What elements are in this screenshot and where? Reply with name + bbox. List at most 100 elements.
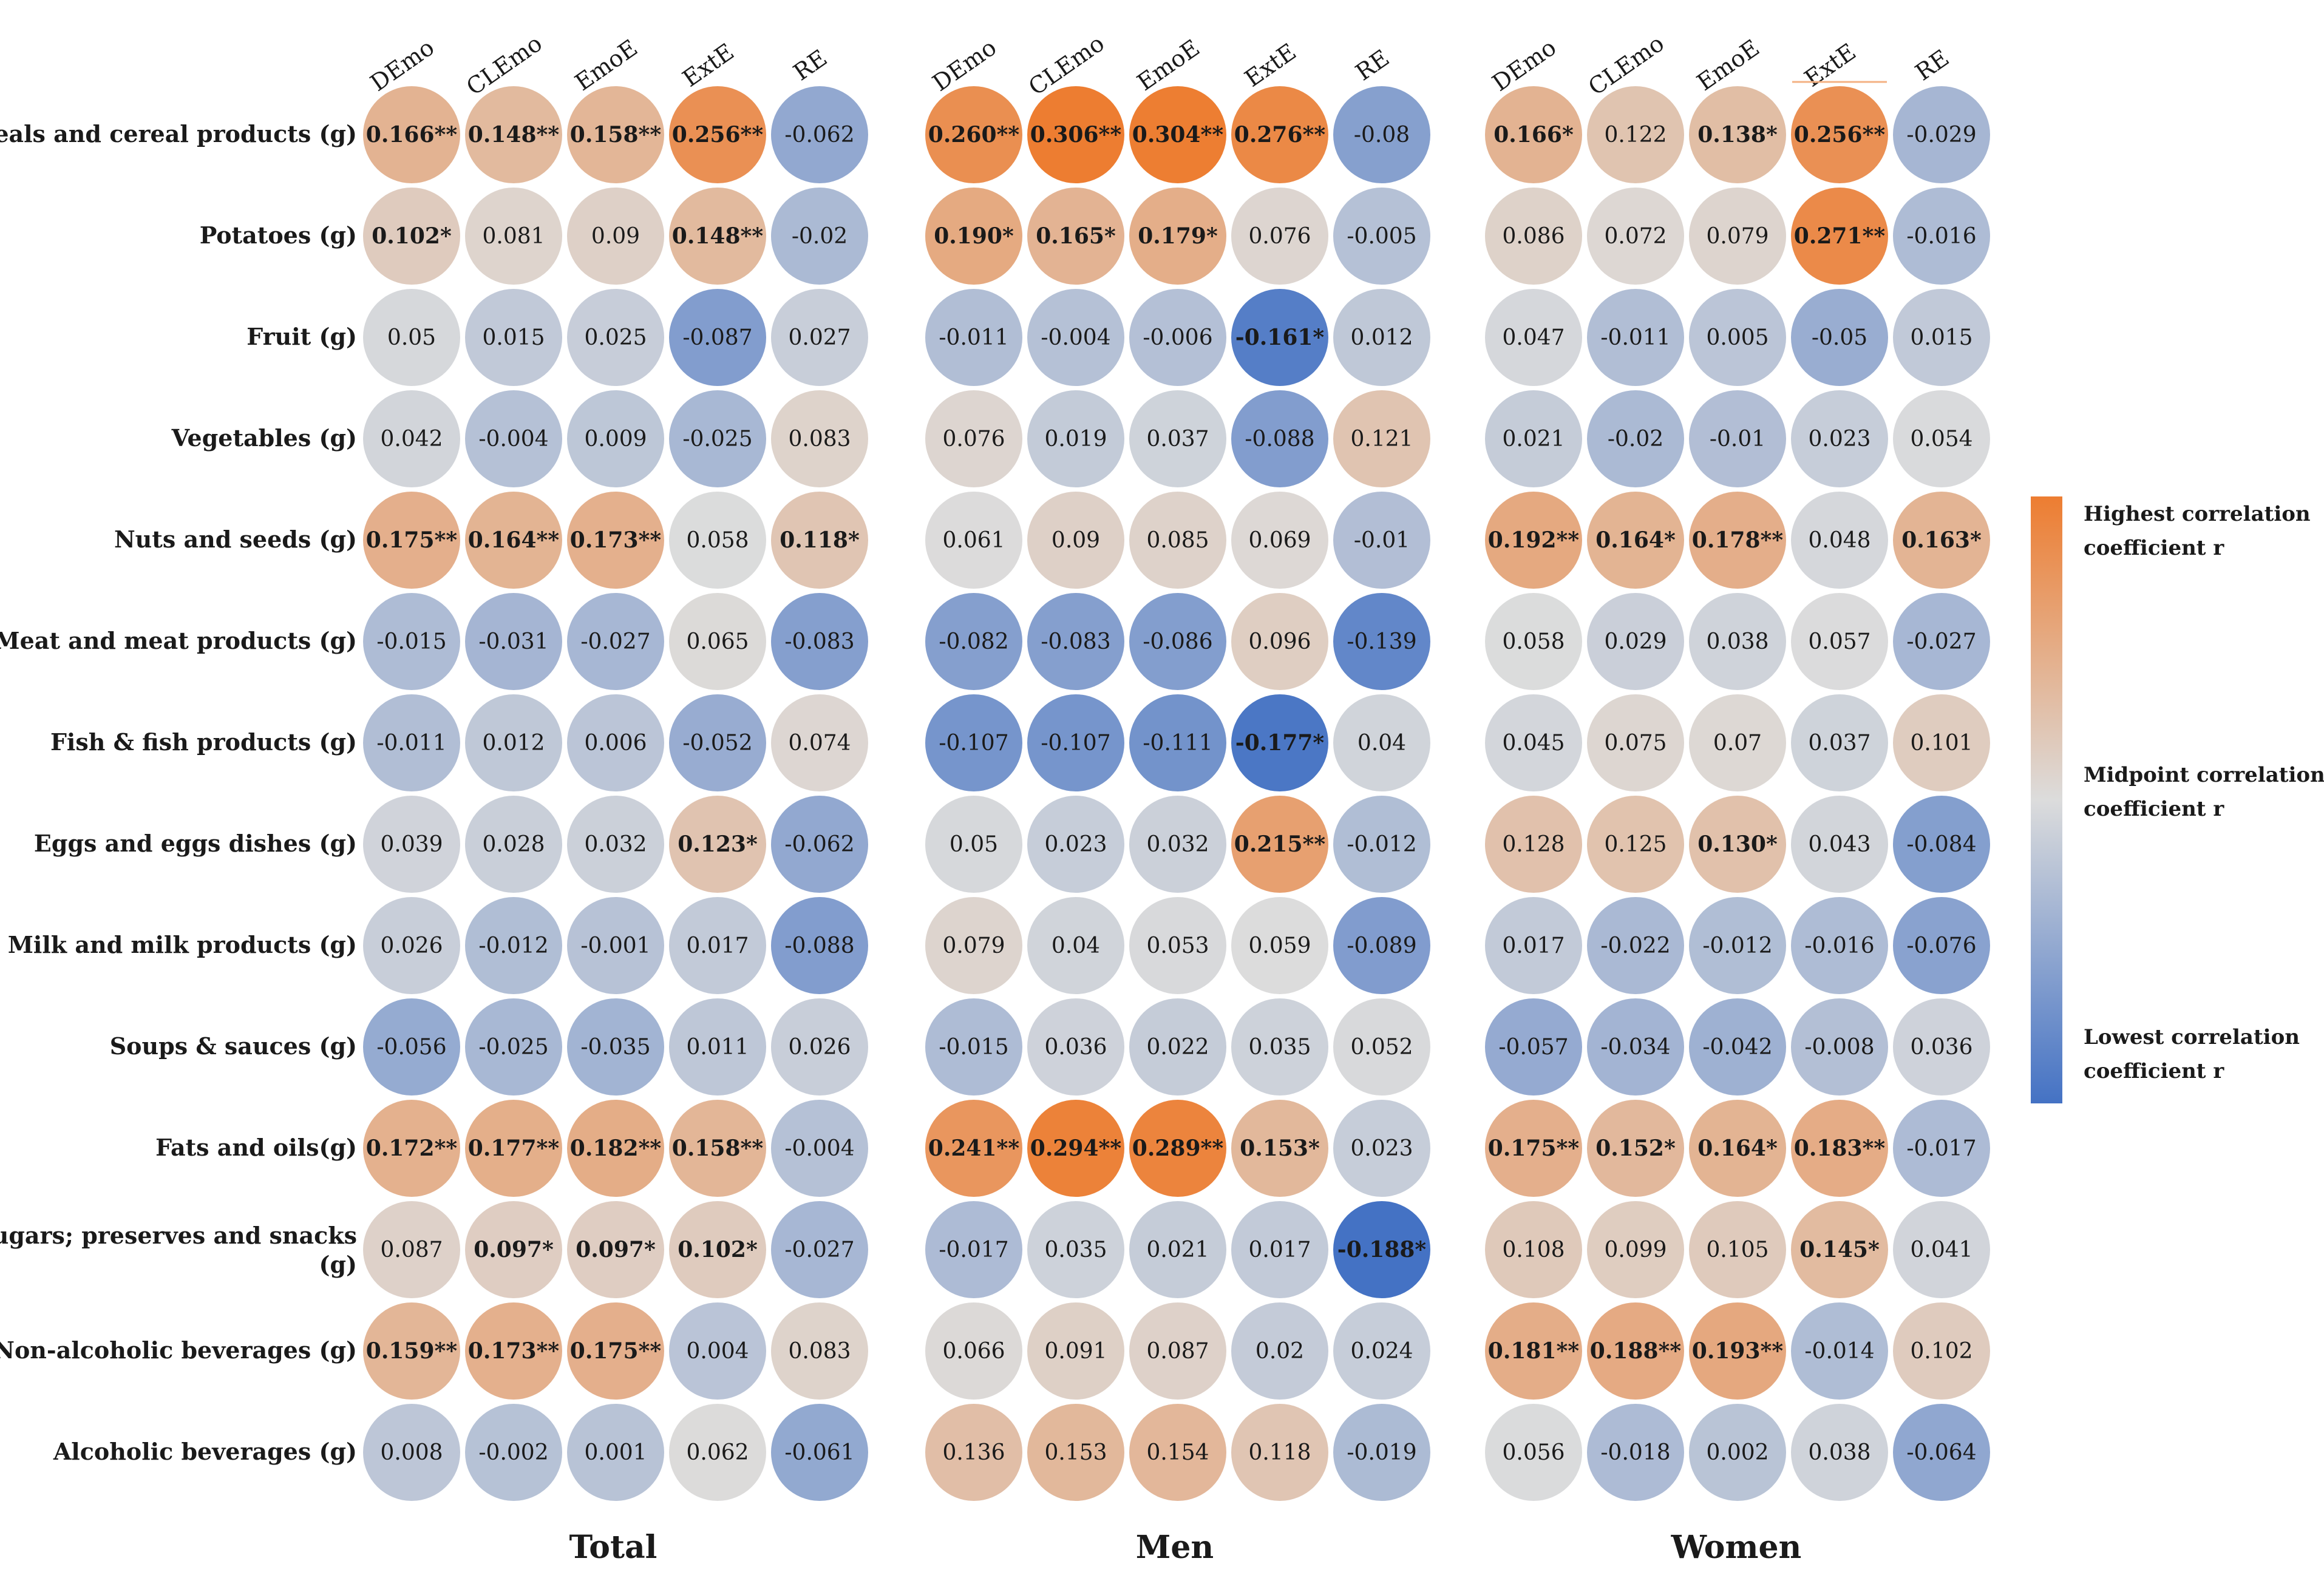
cell-total-milk-and-milk-products-g-re [771,897,868,994]
cell-men-fruit-g-exte [1231,289,1328,386]
legend-label-high: Highest correlation coefficient r [2084,502,2311,560]
cell-value-men-eggs-and-eggs-dishes-g-demo: 0.05 [950,832,998,857]
cell-value-women-fish-fish-products-g-demo: 0.045 [1502,731,1565,756]
cell-men-nuts-and-seeds-g-demo [925,492,1022,589]
column-label-total-re: RE [789,44,832,86]
cell-total-non-alcoholic-beverages-g-exte [669,1302,766,1400]
cell-women-milk-and-milk-products-g-emoe [1689,897,1786,994]
cell-value-men-sugars-preserves-and-snacks-g-exte: 0.017 [1248,1238,1311,1262]
cell-value-men-eggs-and-eggs-dishes-g-re: -0.012 [1347,832,1416,857]
cell-total-fruit-g-emoe [567,289,664,386]
cell-men-milk-and-milk-products-g-demo [925,897,1022,994]
cell-total-eggs-and-eggs-dishes-g-emoe [567,796,664,893]
cell-men-non-alcoholic-beverages-g-emoe [1129,1302,1226,1400]
cell-value-women-fats-and-oils-g-exte: 0.183** [1794,1136,1886,1161]
cell-total-fish-fish-products-g-demo [363,694,460,791]
cell-women-potatoes-g-re [1893,188,1990,285]
cell-value-women-nuts-and-seeds-g-emoe: 0.178** [1692,527,1784,553]
cell-value-men-potatoes-g-emoe: 0.179* [1138,223,1218,249]
legend: Highest correlation coefficient r Midpoint… [2031,496,2324,1103]
cell-value-men-fats-and-oils-g-re: 0.023 [1350,1136,1413,1161]
cell-value-total-vegetables-g-exte: -0.025 [682,427,752,452]
cell-value-total-milk-and-milk-products-g-emoe: -0.001 [580,933,650,958]
row-label-sugars-preserves-and-snacks-g: Sugars; preserves and snacks (g) [0,1222,357,1278]
cell-women-nuts-and-seeds-g-re [1893,492,1990,589]
column-label-men-demo: DEmo [928,34,1001,97]
cell-value-total-nuts-and-seeds-g-demo: 0.175** [366,527,458,553]
cell-men-fish-fish-products-g-clemo [1027,694,1124,791]
cell-value-men-cereals-and-cereal-products-g-exte: 0.276** [1234,122,1326,147]
cell-total-meat-and-meat-products-g-clemo [465,593,562,690]
cell-value-total-nuts-and-seeds-g-exte: 0.058 [686,528,749,553]
cell-women-potatoes-g-exte [1791,188,1888,285]
cell-value-women-vegetables-g-clemo: -0.02 [1608,427,1663,452]
cell-value-total-nuts-and-seeds-g-clemo: 0.164** [468,527,560,553]
cell-women-sugars-preserves-and-snacks-g-demo [1485,1201,1582,1298]
cell-value-men-meat-and-meat-products-g-clemo: -0.083 [1041,629,1110,654]
cell-value-men-fish-fish-products-g-demo: -0.107 [939,731,1008,756]
row-label-meat-and-meat-products-g: Meat and meat products (g) [0,627,357,654]
cell-total-fats-and-oils-g-clemo [465,1100,562,1197]
cell-men-fats-and-oils-g-clemo [1027,1100,1124,1197]
cell-men-vegetables-g-re [1333,390,1430,487]
cell-value-total-meat-and-meat-products-g-demo: -0.015 [376,629,446,654]
cell-value-women-nuts-and-seeds-g-clemo: 0.164* [1595,527,1676,553]
cell-total-non-alcoholic-beverages-g-emoe [567,1302,664,1400]
cell-value-men-vegetables-g-demo: 0.076 [942,427,1005,452]
cell-women-cereals-and-cereal-products-g-re [1893,86,1990,183]
cell-total-fats-and-oils-g-emoe [567,1100,664,1197]
cell-women-potatoes-g-demo [1485,188,1582,285]
cell-value-women-milk-and-milk-products-g-re: -0.076 [1906,933,1976,958]
cell-value-total-non-alcoholic-beverages-g-exte: 0.004 [686,1339,749,1364]
cell-value-men-milk-and-milk-products-g-clemo: 0.04 [1052,933,1100,958]
cell-value-total-sugars-preserves-and-snacks-g-exte: 0.102* [678,1237,758,1262]
cell-women-fish-fish-products-g-demo [1485,694,1582,791]
cell-value-women-vegetables-g-demo: 0.021 [1502,427,1565,452]
cell-total-fish-fish-products-g-clemo [465,694,562,791]
cell-men-soups-sauces-g-emoe [1129,998,1226,1096]
cell-total-cereals-and-cereal-products-g-clemo [465,86,562,183]
cell-men-fish-fish-products-g-demo [925,694,1022,791]
cell-men-eggs-and-eggs-dishes-g-clemo [1027,796,1124,893]
cell-value-women-fruit-g-emoe: 0.005 [1706,325,1768,350]
cell-women-sugars-preserves-and-snacks-g-clemo [1587,1201,1684,1298]
panel-title-total: Total [569,1529,657,1566]
cell-men-meat-and-meat-products-g-exte [1231,593,1328,690]
column-label-women-emoe: EmoE [1692,35,1764,97]
cell-value-women-cereals-and-cereal-products-g-demo: 0.166* [1493,122,1574,147]
cell-value-total-fish-fish-products-g-exte: -0.052 [682,731,752,756]
cell-total-fish-fish-products-g-re [771,694,868,791]
cell-men-non-alcoholic-beverages-g-re [1333,1302,1430,1400]
cell-value-men-sugars-preserves-and-snacks-g-re: -0.188* [1337,1237,1427,1262]
cell-value-total-fish-fish-products-g-clemo: 0.012 [482,731,545,756]
cell-value-men-meat-and-meat-products-g-re: -0.139 [1347,629,1416,654]
cell-value-men-soups-sauces-g-exte: 0.035 [1248,1035,1311,1060]
cell-total-vegetables-g-demo [363,390,460,487]
cell-value-men-vegetables-g-re: 0.121 [1350,427,1413,452]
cell-men-meat-and-meat-products-g-re [1333,593,1430,690]
column-label-men-exte: ExtE [1240,38,1301,92]
cell-total-nuts-and-seeds-g-clemo [465,492,562,589]
cell-value-women-non-alcoholic-beverages-g-emoe: 0.193** [1692,1338,1784,1364]
cell-men-potatoes-g-clemo [1027,188,1124,285]
cell-value-total-fish-fish-products-g-demo: -0.011 [376,731,446,756]
cell-women-vegetables-g-exte [1791,390,1888,487]
cell-value-men-fats-and-oils-g-exte: 0.153* [1240,1136,1320,1161]
cell-men-meat-and-meat-products-g-clemo [1027,593,1124,690]
cell-men-fats-and-oils-g-emoe [1129,1100,1226,1197]
cell-value-men-soups-sauces-g-re: 0.052 [1350,1035,1413,1060]
cell-men-soups-sauces-g-demo [925,998,1022,1096]
cell-women-milk-and-milk-products-g-demo [1485,897,1582,994]
cell-value-total-nuts-and-seeds-g-re: 0.118* [780,527,860,553]
cell-value-men-fruit-g-exte: -0.161* [1235,325,1325,350]
cell-men-fruit-g-demo [925,289,1022,386]
cell-women-non-alcoholic-beverages-g-exte [1791,1302,1888,1400]
cell-value-women-vegetables-g-emoe: -0.01 [1710,427,1765,452]
cell-value-total-fats-and-oils-g-clemo: 0.177** [468,1136,560,1161]
cell-women-sugars-preserves-and-snacks-g-exte [1791,1201,1888,1298]
cell-value-total-soups-sauces-g-re: 0.026 [788,1035,851,1060]
cell-value-total-eggs-and-eggs-dishes-g-clemo: 0.028 [482,832,545,857]
cell-value-total-non-alcoholic-beverages-g-re: 0.083 [788,1339,851,1364]
cell-value-men-fish-fish-products-g-re: 0.04 [1357,731,1406,756]
cell-total-potatoes-g-emoe [567,188,664,285]
